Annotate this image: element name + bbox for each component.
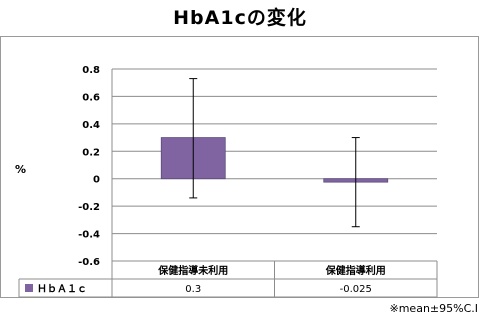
data-value-label: -0.025: [340, 284, 372, 295]
y-tick-label: 0.2: [82, 147, 100, 158]
data-table: 保健指導未利用 保健指導利用 ＨｂＡ１ｃ 0.3 -0.025: [18, 260, 438, 298]
footnote: ※mean±95%C.I: [389, 302, 479, 315]
bar-layer: [160, 78, 389, 228]
y-tick-label: 0.4: [82, 120, 100, 131]
y-tick-label: 0.6: [82, 92, 100, 103]
chart-svg: % 0.8 0.6 0.4 0.2 0 -0.2 -0.4 -0.6 保健指導未利用 保健指導利…: [15, 65, 438, 298]
y-tick-label: -0.2: [78, 202, 100, 213]
chart-title: HbA1cの変化: [173, 7, 307, 29]
legend-swatch: [25, 284, 33, 292]
y-axis-label: %: [15, 163, 26, 176]
tick-label-layer: 0.8 0.6 0.4 0.2 0 -0.2 -0.4 -0.6: [78, 65, 100, 268]
grid-layer: [112, 68, 437, 262]
category-label: 保健指導未利用: [157, 264, 228, 277]
series-name: ＨｂＡ１ｃ: [37, 283, 87, 295]
chart-frame: % 0.8 0.6 0.4 0.2 0 -0.2 -0.4 -0.6 保健指導未利用 保健指導利…: [0, 36, 479, 298]
y-tick-label: -0.6: [78, 257, 100, 268]
y-tick-label: 0: [93, 175, 100, 186]
y-tick-label: -0.4: [78, 230, 100, 241]
y-tick-label: 0.8: [82, 65, 100, 76]
category-label: 保健指導利用: [325, 264, 386, 277]
data-value-label: 0.3: [185, 284, 201, 295]
